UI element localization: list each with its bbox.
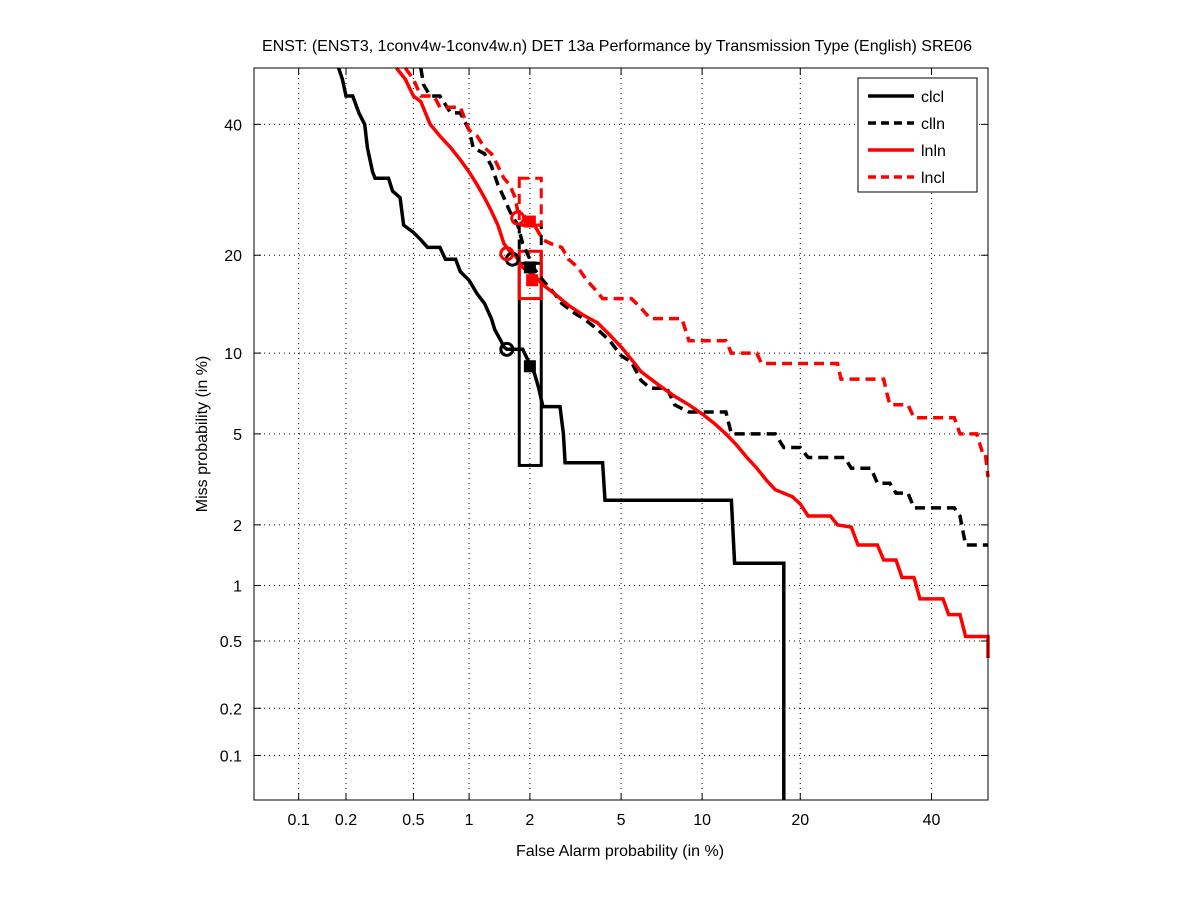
y-tick-label: 40 [224,117,242,134]
legend-label-clln: clln [921,116,945,133]
y-tick-label: 10 [224,346,242,363]
y-tick-label: 2 [233,518,242,535]
y-axis-ticks: 0.1 0.2 0.5 1 2 5 10 20 40 [220,117,988,765]
x-tick-label: 10 [693,812,711,829]
curve-lncl [403,66,990,478]
curve-clcl [336,67,786,800]
min-dcf-marker-clcl [523,360,536,373]
y-axis-label: Miss probability (in %) [194,356,211,512]
min-dcf-marker-lnln [526,274,539,287]
min-dcf-marker-clln [523,261,536,274]
curve-clln [419,67,988,547]
chart-title: ENST: (ENST3, 1conv4w-1conv4w.n) DET 13a… [262,38,972,55]
x-tick-label: 40 [923,812,941,829]
y-tick-label: 20 [224,248,242,265]
curve-lnln [395,66,990,658]
x-tick-label: 2 [525,812,534,829]
actual-dcf-marker-lnln [499,246,515,262]
min-dcf-marker-lncl [523,215,536,228]
x-tick-label: 1 [465,812,474,829]
legend-label-lnln: lnln [921,143,946,160]
confidence-box-lnln [517,249,543,301]
operating-point-markers [499,210,539,373]
confidence-box-lncl [517,176,543,227]
x-axis-label: False Alarm probability (in %) [516,843,724,860]
y-tick-label: 0.5 [220,634,242,651]
actual-dcf-marker-lncl [510,210,526,226]
x-tick-label: 20 [791,812,809,829]
legend-label-clcl: clcl [921,89,944,106]
actual-dcf-marker-clcl [499,341,515,357]
y-tick-label: 5 [233,427,242,444]
x-tick-label: 0.1 [288,812,310,829]
y-tick-label: 0.2 [220,701,242,718]
x-tick-label: 0.2 [335,812,357,829]
grid [254,68,988,800]
x-tick-label: 0.5 [402,812,424,829]
det-curves [336,66,990,800]
legend-label-lncl: lncl [921,170,945,187]
y-tick-label: 1 [233,579,242,596]
x-tick-label: 5 [617,812,626,829]
y-tick-label: 0.1 [220,748,242,765]
x-axis-ticks: 0.1 0.2 0.5 1 2 5 10 20 40 [288,68,941,829]
legend: clcl clln lnln lncl [857,77,978,193]
